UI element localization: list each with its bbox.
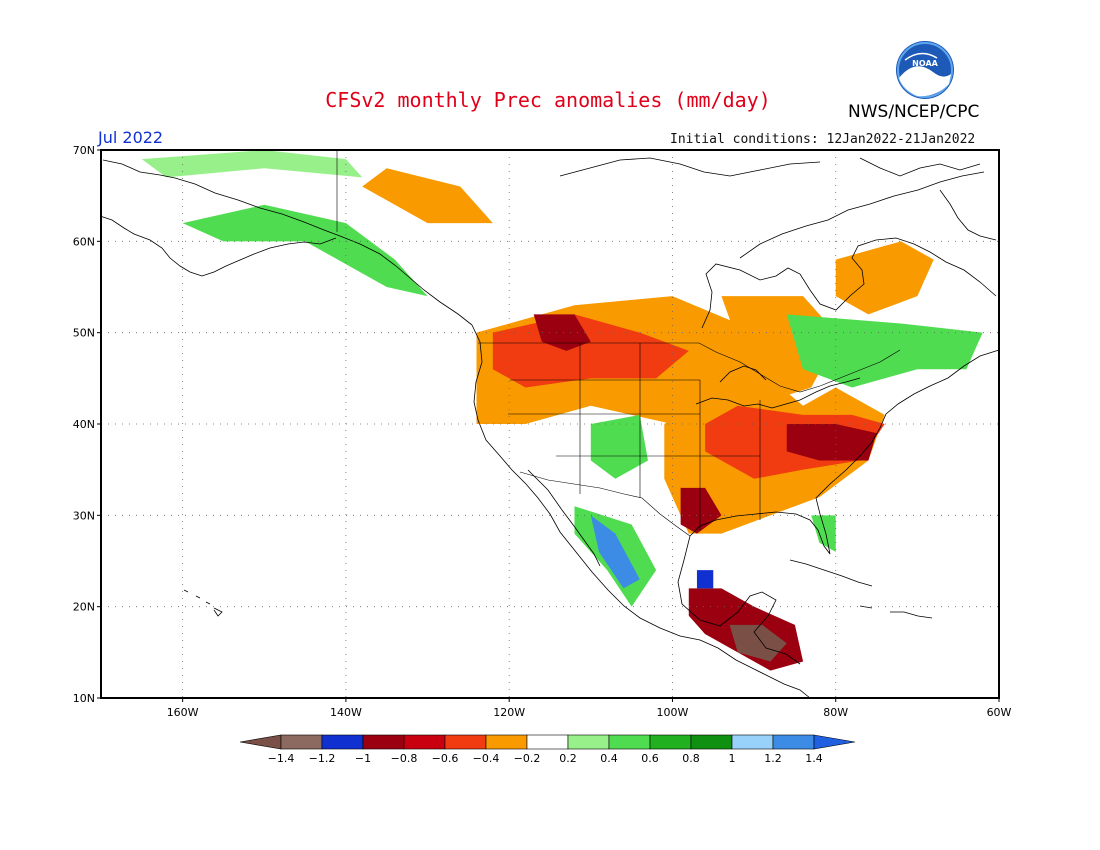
anomaly-region — [696, 570, 714, 589]
lat-tick-label: 70N — [73, 144, 95, 157]
anomaly-region — [729, 624, 787, 662]
lon-tick-label: 100W — [657, 706, 689, 719]
lon-tick-label: 60W — [987, 706, 1012, 719]
lon-tick-label: 140W — [330, 706, 362, 719]
colorbar-swatch — [526, 734, 569, 750]
anomaly-region — [362, 168, 493, 224]
anomaly-region — [835, 241, 934, 315]
lat-tick-label: 10N — [73, 692, 95, 705]
anomaly-region — [182, 204, 428, 297]
colorbar-label: −1.2 — [309, 752, 336, 765]
colorbar-left-arrow — [239, 734, 282, 750]
lat-lon-grid — [101, 150, 999, 698]
colorbar-swatch — [362, 734, 405, 750]
colorbar-label: 1.4 — [805, 752, 823, 765]
agency-label: NWS/NCEP/CPC — [848, 102, 980, 122]
lat-tick-label: 60N — [73, 235, 95, 248]
colorbar-label: 1 — [729, 752, 736, 765]
lat-tick-label: 40N — [73, 418, 95, 431]
colorbar-swatch — [731, 734, 774, 750]
colorbar-swatch — [321, 734, 364, 750]
lon-tick-label: 80W — [823, 706, 848, 719]
map-plot-area: 70N 60N 50N 40N 30N 20N 10N 160W 140W 120W 100W 80W… — [73, 144, 1012, 719]
colorbar-swatch — [444, 734, 487, 750]
anomaly-region — [786, 424, 877, 461]
lat-tick-label: 20N — [73, 601, 95, 614]
colorbar-label: −0.4 — [473, 752, 500, 765]
map-title: CFSv2 monthly Prec anomalies (mm/day) — [325, 88, 771, 112]
anomaly-region — [590, 515, 640, 589]
colorbar-label: −0.6 — [432, 752, 459, 765]
colorbar-label: −1 — [355, 752, 371, 765]
lat-tick-label: 30N — [73, 509, 95, 522]
lon-tick-label: 160W — [167, 706, 199, 719]
lat-tick-label: 50N — [73, 327, 95, 340]
coastlines — [99, 157, 1000, 699]
colorbar-swatch — [772, 734, 815, 750]
lon-tick-label: 120W — [493, 706, 525, 719]
initial-conditions: Initial conditions: 12Jan2022-21Jan2022 — [670, 132, 976, 147]
colorbar-label: 0.8 — [682, 752, 700, 765]
anomaly-region — [533, 314, 591, 351]
colorbar-swatch — [485, 734, 528, 750]
colorbar-right-arrow — [813, 734, 856, 750]
political-borders — [336, 150, 901, 537]
colorbar-swatch — [403, 734, 446, 750]
colorbar-swatch — [567, 734, 610, 750]
anomaly-regions — [141, 150, 983, 671]
noaa-logo-text: NOAA — [912, 59, 938, 68]
colorbar-swatch — [649, 734, 692, 750]
colorbar-label: −1.4 — [268, 752, 295, 765]
colorbar-swatch — [690, 734, 733, 750]
colorbar-label: 0.6 — [641, 752, 659, 765]
anomaly-region — [141, 150, 363, 178]
anomaly-region — [811, 515, 836, 552]
colorbar-legend: −1.4 −1.2 −1 −0.8 −0.6 −0.4 −0.2 0.2 0.4 0.6 0.8 1 1… — [239, 734, 856, 765]
colorbar-label: −0.8 — [391, 752, 418, 765]
forecast-period: Jul 2022 — [98, 128, 164, 147]
colorbar-label: −0.2 — [514, 752, 541, 765]
colorbar-label: 1.2 — [764, 752, 782, 765]
colorbar-label: 0.2 — [559, 752, 577, 765]
colorbar-label: 0.4 — [600, 752, 618, 765]
noaa-logo-icon: NOAA — [896, 41, 954, 99]
anomaly-region — [590, 414, 648, 479]
axis-ticks: 70N 60N 50N 40N 30N 20N 10N 160W 140W 120W 100W 80W… — [73, 144, 1012, 719]
colorbar-swatch — [280, 734, 323, 750]
colorbar-swatch — [608, 734, 651, 750]
